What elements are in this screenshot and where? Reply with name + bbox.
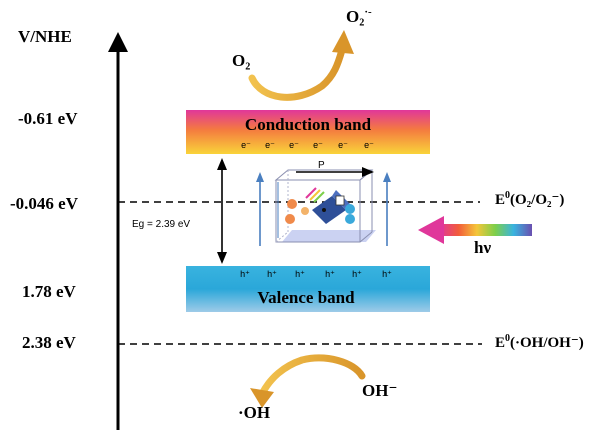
o2-potential-label: E0(O₂/O₂⁻) [495,190,564,208]
light-arrow [418,216,532,244]
axis-label: V/NHE [18,27,72,46]
level-vb-label: 1.78 eV [22,282,77,301]
level-oh-label: 2.38 eV [22,333,77,352]
up-arrow-icon [383,172,391,182]
superoxide-product: O₂·- [346,6,372,26]
oxidation-arrow [250,354,366,408]
level-o2-label: -0.046 eV [10,194,79,213]
electron: e⁻ [364,140,374,150]
light-label: hν [474,238,491,257]
polarization-cell [256,167,391,246]
hole: h⁺ [295,269,305,279]
hole: h⁺ [382,269,392,279]
hydroxyl-radical-product: ·OH [238,403,270,422]
curved-arrowhead-icon [332,30,354,54]
hole: h⁺ [267,269,277,279]
electron: e⁻ [265,140,275,150]
hole: h⁺ [325,269,335,279]
oh-potential-label: E0(·OH/OH⁻) [495,333,584,351]
axis-arrowhead-icon [108,32,128,52]
electron: e⁻ [241,140,251,150]
hydroxide-reactant: OH⁻ [362,381,397,400]
curved-arrowhead-icon [250,388,274,408]
electron: e⁻ [313,140,323,150]
electron: e⁻ [289,140,299,150]
o2-reactant: O₂ [232,51,250,70]
hole: h⁺ [240,269,250,279]
molecule-icon [285,187,355,224]
polarization-label: P [318,160,325,171]
bandgap-arrow [217,158,227,264]
up-arrow-icon [256,172,264,182]
valence-band-label: Valence band [257,288,355,307]
electron: e⁻ [338,140,348,150]
potential-axis [108,32,128,430]
level-cb-label: -0.61 eV [18,109,78,128]
bandgap-label: Eg = 2.39 eV [132,219,190,230]
polarization-arrowhead-icon [362,167,374,177]
reduction-arrow [248,30,354,101]
valence-band: h⁺ h⁺ h⁺ h⁺ h⁺ h⁺ Valence band [186,266,430,312]
conduction-band: Conduction band e⁻ e⁻ e⁻ e⁻ e⁻ e⁻ [186,110,430,154]
conduction-band-label: Conduction band [245,115,372,134]
hole: h⁺ [352,269,362,279]
